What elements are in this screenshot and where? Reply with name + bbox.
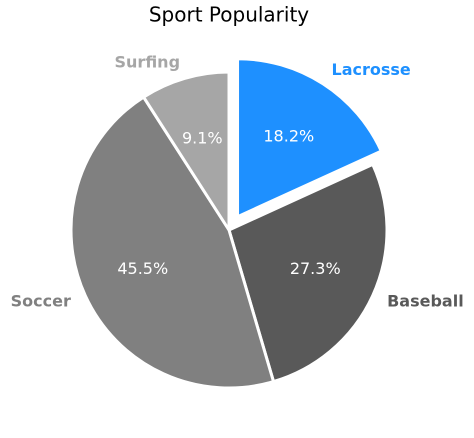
value-label: 27.3% [290,259,341,278]
value-label: 18.2% [263,126,314,145]
value-label: 9.1% [182,129,223,148]
pie-slice [236,57,383,219]
value-label: 45.5% [117,259,168,278]
slice-label: Baseball [387,292,464,311]
slice-label: Lacrosse [332,60,411,79]
chart-title: Sport Popularity [149,3,309,27]
pie-slice [69,95,276,390]
slice-label: Surfing [115,53,181,72]
pie-slice [227,162,389,384]
slice-label: Soccer [11,292,71,311]
pie-slice [142,70,231,232]
